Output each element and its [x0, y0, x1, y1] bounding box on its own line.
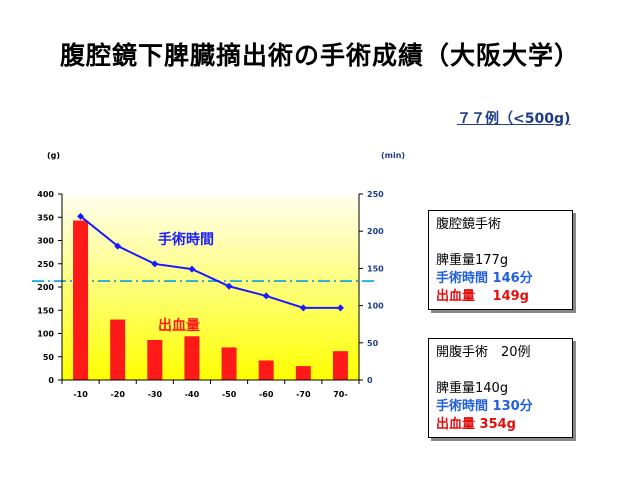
bar--40: [184, 336, 200, 380]
time-point--20: [114, 242, 122, 250]
left-tick-label-0: 0: [48, 376, 54, 385]
time-point-70-: [336, 304, 344, 312]
left-axis-unit: (g): [47, 151, 60, 160]
left-tick-label-150: 150: [37, 306, 54, 315]
box2-weight: 脾重量140g: [436, 381, 509, 396]
bar--20: [110, 319, 126, 380]
box1-heading: 腹腔鏡手術: [436, 217, 502, 232]
time-point--70: [299, 304, 307, 312]
bar--70: [295, 366, 311, 380]
box1-time: 手術時間 146分: [436, 271, 533, 286]
x-tick-label--50: -50: [222, 390, 237, 399]
left-tick-label-200: 200: [37, 283, 54, 292]
left-tick-label-300: 300: [37, 237, 54, 246]
right-axis-unit: (min): [381, 151, 405, 160]
x-tick-label--20: -20: [110, 390, 125, 399]
case-count-subtitle: ７７例（<500g): [457, 111, 571, 127]
right-tick-label-150: 150: [367, 264, 384, 273]
time-point--50: [225, 282, 233, 290]
box2-blood: 出血量 354g: [436, 417, 516, 432]
right-tick-label-100: 100: [367, 302, 384, 311]
x-tick-label--30: -30: [148, 390, 163, 399]
slide-title: 腹腔鏡下脾臓摘出術の手術成績（大阪大学）: [59, 41, 580, 70]
left-tick-label-350: 350: [37, 213, 54, 222]
x-tick-label--70: -70: [296, 390, 311, 399]
plot-background: [62, 194, 359, 380]
box2-heading: 開腹手術 20例: [436, 345, 531, 360]
left-tick-label-250: 250: [37, 260, 54, 269]
bar--60: [258, 360, 274, 380]
time-point--60: [262, 292, 270, 300]
bar--10: [73, 220, 89, 380]
time-point--10: [77, 212, 85, 220]
left-tick-label-50: 50: [43, 353, 55, 362]
bar--50: [221, 347, 237, 380]
time-point--40: [188, 265, 196, 273]
bar-70-: [332, 351, 348, 380]
box1-weight: 脾重量177g: [436, 253, 509, 268]
left-tick-label-400: 400: [37, 190, 54, 199]
x-tick-label--40: -40: [185, 390, 200, 399]
right-tick-label-0: 0: [367, 376, 373, 385]
right-tick-label-200: 200: [367, 227, 384, 236]
time-point--30: [151, 260, 159, 268]
right-tick-label-50: 50: [367, 339, 379, 348]
box2-time: 手術時間 130分: [436, 399, 533, 414]
x-tick-label-70-: 70-: [333, 390, 347, 399]
laparoscopic-summary-box: 腹腔鏡手術 脾重量177g 手術時間 146分 出血量 149g: [428, 210, 573, 310]
right-tick-label-250: 250: [367, 190, 384, 199]
open-surgery-summary-box: 開腹手術 20例 脾重量140g 手術時間 130分 出血量 354g: [428, 338, 573, 438]
box1-blood: 出血量 149g: [436, 289, 529, 304]
x-tick-label--60: -60: [259, 390, 274, 399]
left-tick-label-100: 100: [37, 330, 54, 339]
bar--30: [147, 340, 163, 380]
x-tick-label--10: -10: [73, 390, 88, 399]
blood-series-label: 出血量: [158, 317, 200, 334]
time-series-line: [79, 215, 341, 309]
time-series-label: 手術時間: [158, 231, 214, 248]
